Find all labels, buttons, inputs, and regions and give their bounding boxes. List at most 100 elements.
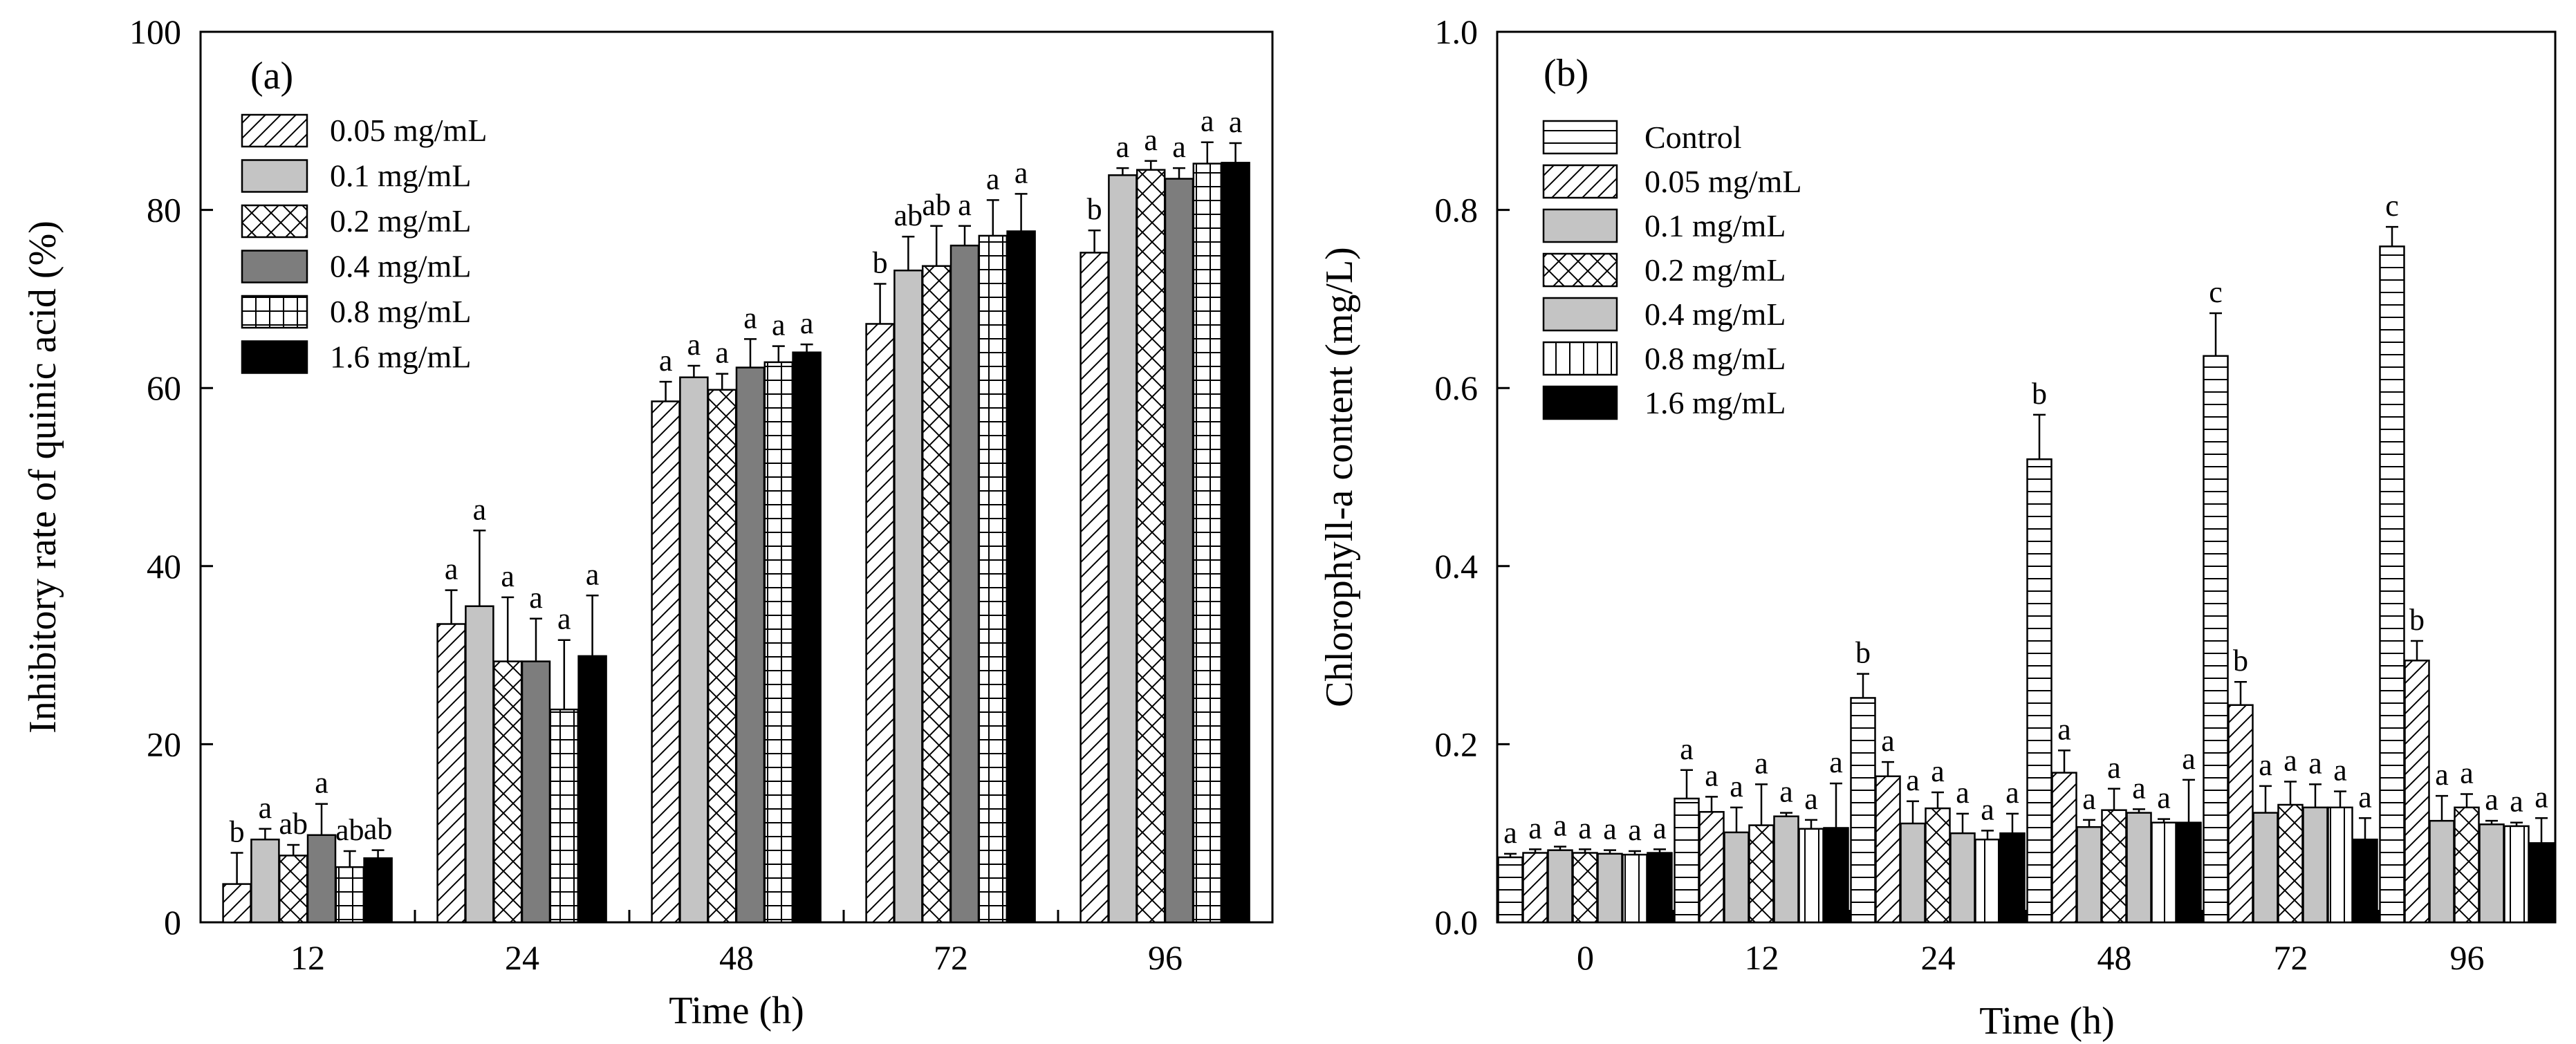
significance-letter: a [529,581,543,615]
bar [363,857,393,924]
bar [949,244,980,924]
significance-letter: ab [364,812,393,846]
significance-letter: a [2485,783,2499,817]
y-tick-label: 80 [147,191,181,230]
bar [2454,806,2480,924]
legend-label: 0.8 mg/mL [330,294,471,329]
significance-letter: a [659,344,673,377]
significance-letter: a [2283,743,2297,777]
bar [1674,797,1700,924]
legend-label: 0.05 mg/mL [330,113,487,148]
bar [222,883,252,924]
significance-letter: a [2535,780,2548,814]
significance-letter: a [1881,724,1895,758]
legend-swatch [241,113,308,148]
bar [2379,245,2405,924]
significance-letter: a [259,791,272,825]
significance-letter: a [1578,811,1592,845]
y-tick-label: 40 [147,547,181,586]
y-tick-label: 0 [164,903,181,942]
significance-letter: a [2132,771,2146,805]
bar [2327,806,2353,924]
x-tick-label: 48 [2097,938,2132,977]
significance-letter: a [315,766,328,800]
significance-letter: a [772,308,786,342]
significance-letter: a [2435,758,2449,792]
bar [1748,824,1775,924]
x-tick-label: 24 [505,938,539,977]
panel-label-b: (b) [1544,52,1588,95]
y-axis-title-a: Inhibitory rate of quinic acid (%) [21,221,64,734]
significance-letter: a [986,162,1000,196]
significance-letter: a [1201,104,1214,138]
bar [921,265,952,924]
significance-letter: a [2057,712,2071,746]
bar [1108,174,1138,924]
significance-letter: b [230,815,245,849]
bar [679,376,709,924]
legend-swatch [241,204,308,239]
significance-letter: a [2259,748,2272,782]
bar [2126,812,2152,924]
bar [1698,811,1725,924]
bar [2252,812,2279,924]
bar [2478,823,2505,924]
bar [1006,230,1036,924]
bar [1925,807,1951,924]
significance-letter: ab [894,198,923,232]
bar [1798,828,1824,924]
bar [2203,355,2229,924]
bar [1497,856,1523,924]
significance-letter: a [586,557,600,591]
legend-label: 0.8 mg/mL [1644,341,1786,376]
significance-letter: a [2358,780,2372,814]
x-tick-label: 12 [1745,938,1779,977]
significance-letter: a [1779,775,1793,809]
significance-letter: a [2107,751,2121,785]
bar [1192,162,1223,924]
bar [2227,704,2254,924]
significance-letter: a [2157,781,2171,815]
significance-letter: a [1653,811,1667,845]
y-tick-label: 0.8 [1435,191,1479,230]
x-tick-label: 0 [1577,938,1594,977]
bar [1547,849,1573,924]
significance-letter: b [1087,192,1102,226]
bar [1572,852,1598,924]
significance-letter: a [1172,130,1186,164]
bar [735,366,766,924]
legend-label: 0.4 mg/mL [1644,297,1786,332]
x-tick-label: 12 [290,938,325,977]
significance-letter: a [1804,782,1818,816]
y-tick-label: 0.0 [1435,903,1479,942]
legend-label: 0.2 mg/mL [1644,252,1786,288]
x-axis-a: 12 24 48 72 96 [290,910,1183,977]
y-tick-label: 100 [129,12,181,51]
bar [2528,842,2555,924]
bar [1136,169,1166,924]
bar [2051,772,2077,924]
significance-letter: a [473,492,487,526]
x-tick-label: 24 [1921,938,1956,977]
y-tick-label: 60 [147,369,181,407]
legend-swatch [1542,297,1618,332]
y-axis-a: 0 20 40 60 80 100 [129,12,213,942]
significance-letter: a [2460,756,2474,790]
significance-letter: a [1956,776,1970,810]
significance-letter: a [1705,758,1718,792]
significance-letter: c [2209,275,2223,309]
x-axis-title-b: Time (h) [1979,1000,2115,1043]
bar [1949,832,1976,924]
legend-b: Control 0.05 mg/mL 0.1 mg/mL 0.2 mg/mL 0.4 m… [1542,120,1801,420]
legend-label: 0.1 mg/mL [330,158,471,194]
bar [978,234,1008,924]
significance-letter: a [2005,776,2019,810]
legend-swatch [1542,252,1618,288]
bar [549,708,580,924]
x-axis-title-a: Time (h) [669,989,804,1032]
bar [1622,853,1648,924]
